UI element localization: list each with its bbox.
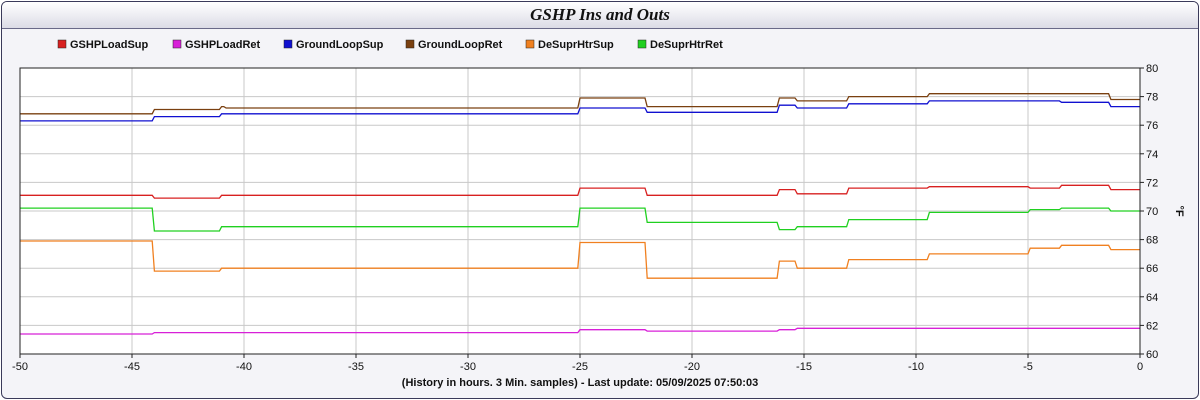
y-tick-label: 62 [1146,320,1158,332]
x-tick-label: -40 [236,361,252,373]
y-tick-label: 74 [1146,149,1158,161]
x-tick-label: -5 [1023,361,1033,373]
x-tick-label: -25 [572,361,588,373]
legend-label-groundloopsup[interactable]: GroundLoopSup [296,39,384,51]
x-tick-label: -20 [684,361,700,373]
y-tick-label: 78 [1146,92,1158,104]
y-tick-label: 66 [1146,263,1158,275]
y-tick-label: 60 [1146,349,1158,361]
legend-swatch-groundloopret [405,39,415,49]
legend: GSHPLoadSup GSHPLoadRet GroundLoopSup Groun… [57,39,723,51]
x-tick-label: -15 [796,361,812,373]
x-tick-label: -35 [348,361,364,373]
legend-swatch-gshploadret [172,39,182,49]
legend-swatch-desuprhtrret [637,39,647,49]
y-tick-label: 68 [1146,235,1158,247]
y-tick-label: 72 [1146,177,1158,189]
y-tick-label: 76 [1146,120,1158,132]
chart-title: GSHP Ins and Outs [530,5,670,24]
legend-swatch-gshploadsup [57,39,67,49]
x-axis: -50 -45 -40 -35 -30 -25 -20 -15 -10 -5 0 [12,354,1143,373]
legend-label-gshploadret[interactable]: GSHPLoadRet [185,39,261,51]
legend-swatch-desuprhtrsup [525,39,535,49]
series-line-gshploadret [20,327,1140,335]
y-axis-label: °F [1173,205,1185,216]
x-tick-label: 0 [1137,361,1143,373]
x-tick-label: -50 [12,361,28,373]
x-tick-label: -10 [908,361,924,373]
y-tick-label: 80 [1146,63,1158,75]
x-axis-label: (History in hours. 3 Min. samples) - Las… [402,377,758,389]
legend-label-desuprhtrret[interactable]: DeSuprHtrRet [650,39,723,51]
legend-label-gshploadsup[interactable]: GSHPLoadSup [70,39,149,51]
y-axis: 60 62 64 66 68 70 72 74 76 78 80 [1140,63,1158,361]
series-line-groundloopret [20,93,1140,115]
legend-label-desuprhtrsup[interactable]: DeSuprHtrSup [538,39,614,51]
series-line-gshploadsup [20,184,1140,199]
title-bar: GSHP Ins and Outs [2,2,1198,29]
series-line-desuprhtrsup [20,240,1140,279]
y-tick-label: 64 [1146,292,1158,304]
legend-label-groundloopret[interactable]: GroundLoopRet [418,39,503,51]
series-layer [20,93,1140,335]
series-line-groundloopsup [20,100,1140,122]
x-tick-label: -30 [460,361,476,373]
y-tick-label: 70 [1146,206,1158,218]
legend-swatch-groundloopsup [283,39,293,49]
x-tick-label: -45 [124,361,140,373]
series-line-desuprhtrret [20,207,1140,232]
